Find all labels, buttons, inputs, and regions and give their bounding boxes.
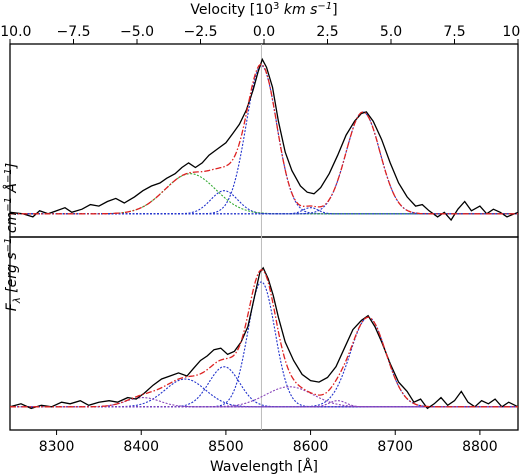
velocity-tick-label: −5.0 — [120, 24, 154, 40]
wavelength-axis-title: Wavelength [Å] — [210, 458, 318, 475]
velocity-tick-label: 10.0 — [502, 24, 520, 40]
top-panel-frame — [9, 43, 519, 238]
velocity-tick-label: −2.5 — [184, 24, 218, 40]
velocity-tick-label: 5.0 — [380, 24, 402, 40]
bottom-component-8542 — [10, 281, 518, 408]
velocity-tick-label: 0.0 — [253, 24, 275, 40]
top-component-8662 — [10, 111, 518, 215]
top-total-fit — [10, 63, 518, 215]
velocity-tick-label: 7.5 — [443, 24, 465, 40]
velocity-tick-label: 2.5 — [316, 24, 338, 40]
bottom-component-8498 — [10, 366, 518, 408]
bottom-total-fit — [10, 269, 518, 408]
bottom-component-8452 — [10, 378, 518, 408]
top-observed-spectrum — [9, 57, 519, 222]
bottom-panel-curves — [9, 237, 519, 430]
wavelength-tick-label: 8600 — [293, 439, 329, 455]
velocity-axis-title: Velocity [103 km s−1] — [190, 1, 337, 18]
wavelength-tick-label: 8300 — [39, 439, 75, 455]
top-component-8542 — [10, 65, 518, 215]
top-component-8458 — [10, 173, 518, 215]
bottom-panel-frame — [9, 236, 519, 431]
top-panel-curves — [9, 44, 519, 237]
flux-axis-title: Fλ [erg s−1 cm−1 Å−1] — [3, 163, 23, 311]
velocity-tick-label: −7.5 — [57, 24, 91, 40]
bottom-component-8668 — [10, 316, 518, 408]
wavelength-tick-label: 8700 — [377, 439, 413, 455]
wavelength-axis-ticks: 8300 8400 8500 8600 8700 8800 — [39, 430, 498, 455]
wavelength-tick-label: 8500 — [208, 439, 244, 455]
top-component-8600 — [10, 207, 518, 215]
velocity-tick-label: −10.0 — [0, 24, 31, 40]
wavelength-tick-label: 8800 — [462, 439, 498, 455]
top-component-8498 — [10, 190, 518, 215]
velocity-axis-ticks: −10.0 −7.5 −5.0 −2.5 0.0 2.5 5.0 7.5 10.0 — [0, 24, 520, 44]
bottom-observed-spectrum — [9, 266, 519, 410]
wavelength-tick-label: 8400 — [123, 439, 159, 455]
